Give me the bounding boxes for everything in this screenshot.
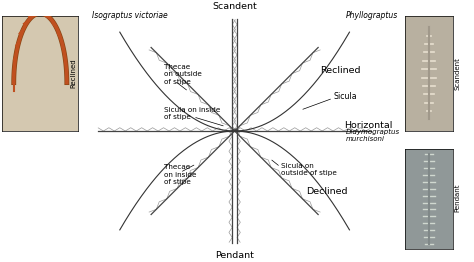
- Text: Sicula on inside
of stipe: Sicula on inside of stipe: [164, 107, 220, 120]
- Text: Reclined: Reclined: [71, 58, 76, 88]
- Text: Thecae
on inside
of stipe: Thecae on inside of stipe: [164, 164, 196, 185]
- Text: Reclined: Reclined: [320, 66, 360, 75]
- Text: Phyllograptus: Phyllograptus: [346, 11, 399, 20]
- Text: Pendant: Pendant: [215, 251, 254, 260]
- Text: Thecae
on outside
of stipe: Thecae on outside of stipe: [164, 64, 201, 85]
- Text: Pendant: Pendant: [455, 184, 460, 212]
- Text: Sicula on
outside of stipe: Sicula on outside of stipe: [281, 162, 337, 176]
- Text: Horizontal: Horizontal: [344, 121, 392, 130]
- Text: Sicula: Sicula: [333, 91, 356, 101]
- Text: Declined: Declined: [306, 187, 347, 196]
- Text: Isograptus victoriae: Isograptus victoriae: [92, 11, 168, 20]
- Text: Didymograptus
murchisoni: Didymograptus murchisoni: [346, 129, 401, 143]
- Text: Scandent: Scandent: [455, 57, 460, 90]
- Text: Scandent: Scandent: [212, 2, 257, 11]
